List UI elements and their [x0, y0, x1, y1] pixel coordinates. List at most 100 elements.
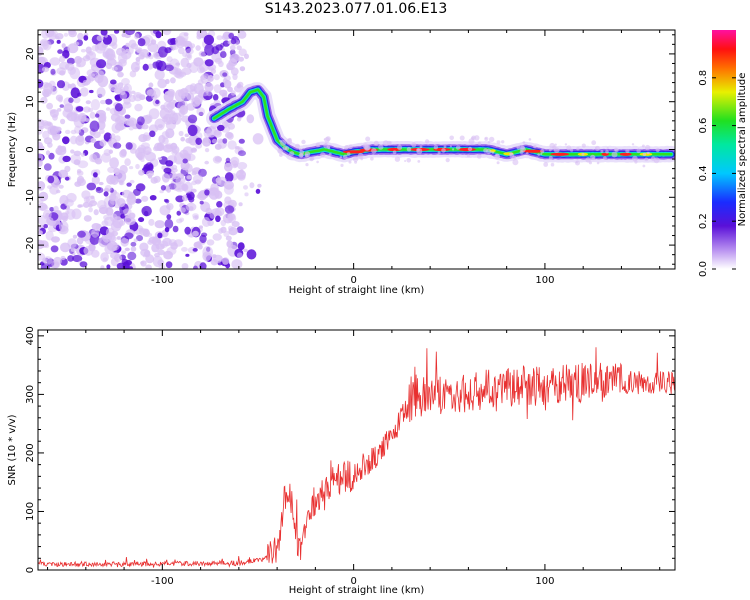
ridge-speckle	[625, 148, 630, 154]
noise-blob	[75, 106, 84, 112]
noise-blob	[100, 99, 106, 105]
noise-blob	[204, 148, 210, 153]
noise-blob	[146, 170, 154, 177]
noise-blob	[149, 195, 157, 201]
noise-blob	[71, 208, 82, 220]
noise-blob	[65, 210, 70, 215]
noise-blob	[80, 152, 86, 157]
ridge-speckle	[386, 140, 392, 145]
ridge-speckle	[644, 144, 651, 151]
noise-blob	[215, 215, 221, 223]
noise-blob	[227, 140, 237, 150]
noise-blob	[182, 52, 188, 57]
noise-blob	[42, 209, 52, 220]
noise-blob	[211, 138, 218, 144]
noise-blob	[216, 180, 222, 186]
noise-blob	[56, 80, 66, 89]
noise-blob	[100, 30, 108, 36]
ridge-speckle	[449, 135, 455, 141]
noise-blob	[57, 96, 63, 103]
ridge-speckle	[644, 157, 649, 162]
noise-blob	[61, 43, 66, 49]
noise-blob	[237, 174, 246, 181]
noise-blob	[164, 218, 174, 229]
ridge-speckle	[371, 148, 377, 154]
noise-blob	[117, 82, 124, 89]
noise-blob	[74, 181, 82, 187]
noise-blob	[148, 82, 154, 88]
colorbar-tick-label: 0.4	[698, 165, 709, 181]
noise-blob	[57, 146, 63, 151]
ridge-speckle	[600, 149, 604, 153]
noise-blob	[128, 191, 135, 200]
noise-blob	[103, 191, 109, 197]
noise-blob	[78, 112, 87, 122]
ridge-speckle	[522, 141, 526, 144]
ridge-speckle	[585, 157, 591, 163]
noise-blob	[142, 63, 149, 71]
noise-blob	[227, 86, 233, 93]
noise-blob	[202, 251, 212, 262]
noise-blob	[244, 192, 249, 197]
noise-blob	[213, 74, 220, 81]
noise-blob	[161, 173, 170, 183]
noise-blob	[151, 243, 160, 253]
noise-blob	[165, 78, 170, 85]
noise-blob	[114, 30, 120, 34]
noise-blob	[231, 259, 243, 269]
noise-blob	[182, 146, 194, 156]
noise-blob	[91, 228, 100, 238]
noise-blob	[180, 57, 190, 68]
noise-blob	[103, 214, 111, 221]
x-axis-label: Height of straight line (km)	[289, 585, 425, 596]
noise-blob	[70, 87, 81, 99]
noise-blob	[185, 48, 194, 55]
noise-blob	[124, 114, 131, 119]
ridge-speckle	[554, 143, 557, 146]
noise-blob	[114, 103, 123, 112]
noise-blob	[76, 170, 84, 176]
noise-blob	[111, 42, 118, 50]
noise-blob	[223, 184, 234, 195]
ridge-speckle	[352, 156, 359, 162]
noise-blob	[46, 102, 53, 110]
noise-blob	[162, 30, 172, 36]
noise-blob	[89, 120, 100, 132]
ridge-speckle	[445, 158, 450, 163]
noise-blob	[130, 61, 140, 73]
noise-blob	[83, 106, 91, 113]
noise-blob	[246, 114, 255, 124]
noise-blob	[139, 242, 149, 252]
ridge-speckle	[416, 148, 423, 155]
x-tick-label: -100	[151, 576, 174, 587]
ridge-speckle	[299, 148, 302, 151]
noise-blob	[149, 130, 156, 138]
noise-blob	[136, 235, 143, 242]
noise-blob	[164, 64, 174, 72]
y-tick-label: 200	[25, 443, 36, 462]
noise-blob	[67, 83, 72, 89]
noise-blob	[105, 62, 113, 70]
ridge-speckle	[449, 145, 452, 148]
y-tick-label: 20	[25, 48, 36, 61]
noise-blob	[182, 194, 189, 202]
noise-blob	[192, 215, 199, 221]
noise-blob	[38, 240, 49, 248]
noise-blob	[165, 143, 174, 150]
snr-axes: -100 0 100 0 100 200 300 400 Height of straight …	[7, 326, 675, 596]
noise-blob	[130, 90, 136, 95]
noise-blob	[100, 265, 105, 269]
noise-blob	[138, 155, 143, 161]
noise-blob	[233, 163, 238, 168]
ridge-speckle	[433, 145, 439, 150]
noise-blob	[163, 167, 172, 174]
noise-blob	[239, 169, 244, 175]
ridge-speckle	[491, 151, 495, 154]
ridge-speckle	[570, 148, 574, 152]
noise-blob	[63, 32, 69, 37]
noise-blob	[185, 202, 197, 212]
noise-blob	[82, 79, 89, 86]
ridge-speckle	[540, 152, 543, 156]
